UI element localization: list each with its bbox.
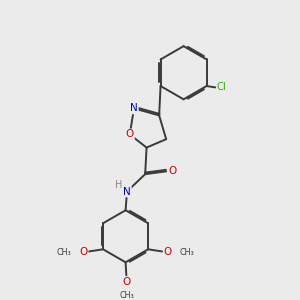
Text: H: H <box>116 180 123 190</box>
Text: Cl: Cl <box>217 82 226 92</box>
Text: N: N <box>123 187 131 196</box>
Text: O: O <box>122 277 130 287</box>
Text: CH₃: CH₃ <box>119 291 134 300</box>
Text: O: O <box>126 129 134 140</box>
Text: CH₃: CH₃ <box>179 248 194 256</box>
Text: CH₃: CH₃ <box>56 248 71 256</box>
Text: N: N <box>130 103 138 113</box>
Text: O: O <box>79 247 88 256</box>
Text: O: O <box>168 167 176 176</box>
Text: O: O <box>164 247 172 256</box>
